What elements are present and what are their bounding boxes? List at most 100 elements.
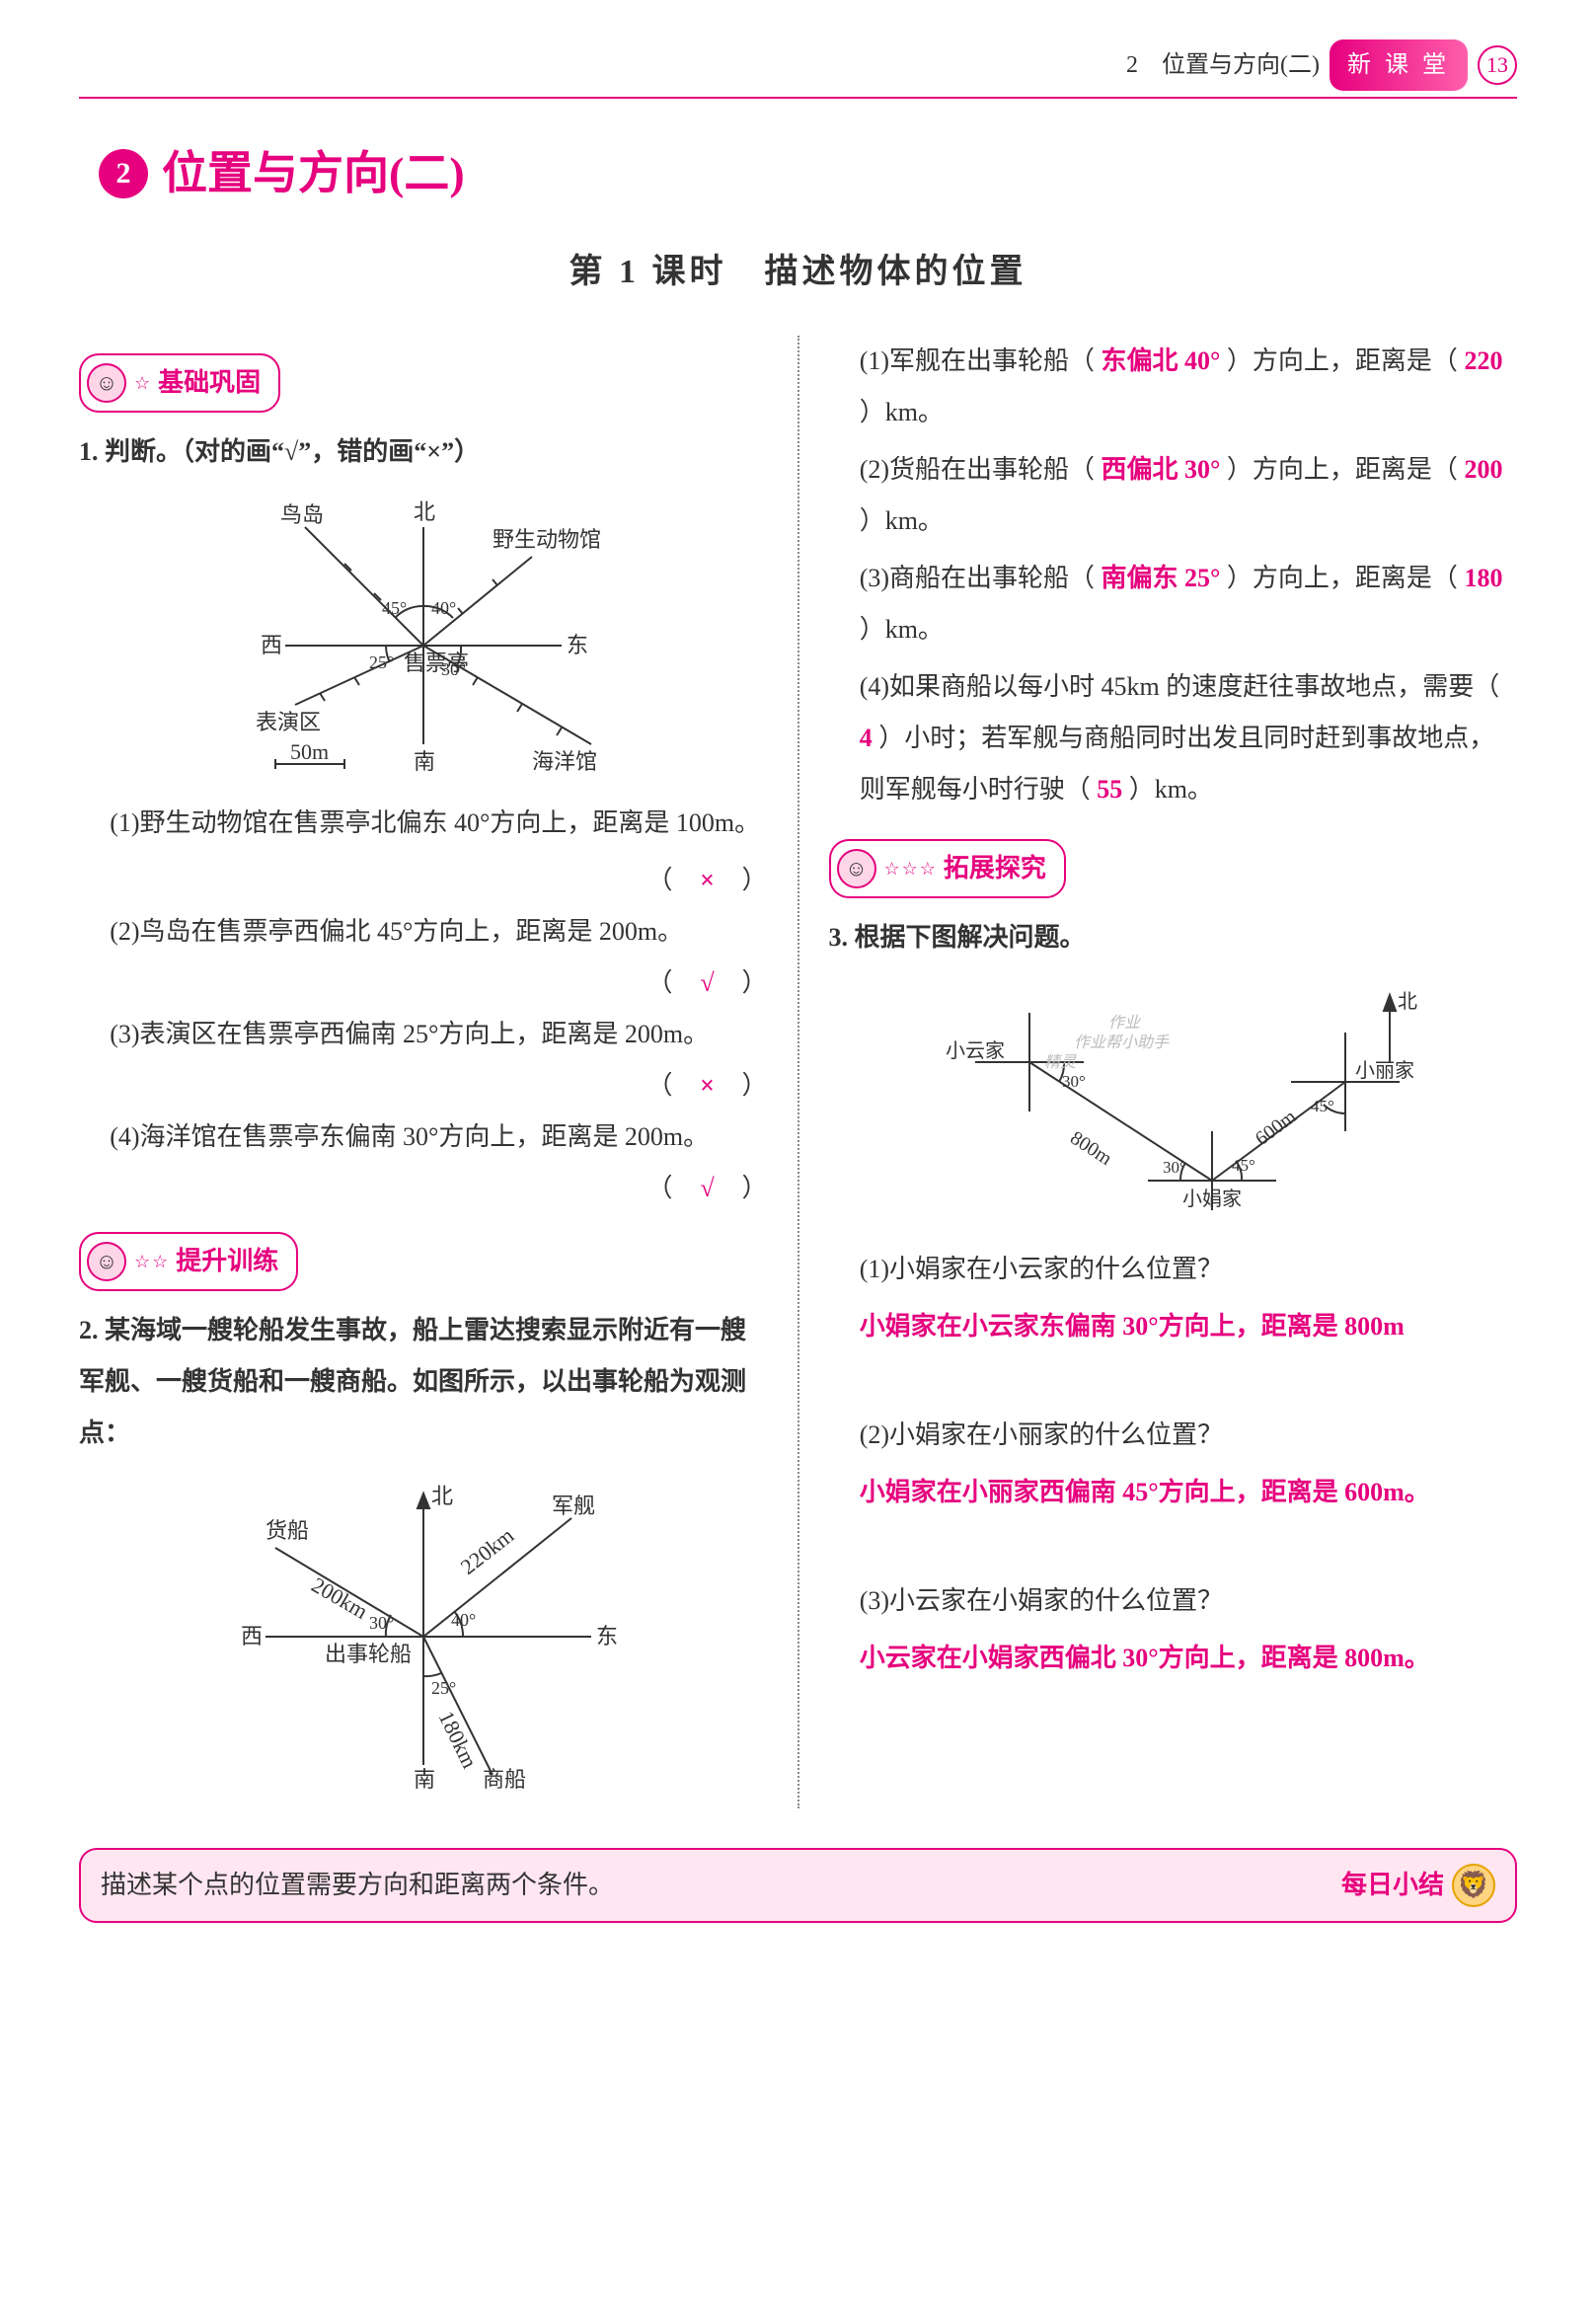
- two-column-layout: ☺ ☆ 基础巩固 1. 判断。（对的画“√”，错的画“×”）: [79, 336, 1517, 1808]
- svg-text:东: 东: [596, 1624, 618, 1648]
- q1-item-0-text: (1)野生动物馆在售票亭北偏东 40°方向上，距离是 100m。: [110, 798, 760, 849]
- svg-text:作业帮小助手: 作业帮小助手: [1074, 1034, 1170, 1051]
- svg-text:800m: 800m: [1067, 1127, 1117, 1171]
- svg-text:25°: 25°: [431, 1678, 456, 1698]
- svg-text:海洋馆: 海洋馆: [532, 749, 597, 774]
- q1-item-3-text: (4)海洋馆在售票亭东偏南 30°方向上，距离是 200m。: [110, 1122, 709, 1151]
- q3-part-0-a: 小娟家在小云家东偏南 30°方向上，距离是 800m: [860, 1301, 1517, 1352]
- svg-text:南: 南: [414, 749, 435, 774]
- svg-text:小云家: 小云家: [946, 1039, 1005, 1062]
- q2-p0-post: ）km。: [860, 398, 944, 426]
- section-basic: ☺ ☆ 基础巩固: [79, 353, 280, 413]
- svg-text:30°: 30°: [369, 1613, 394, 1633]
- svg-text:商船: 商船: [483, 1767, 526, 1792]
- daily-summary: 描述某个点的位置需要方向和距离两个条件。 每日小结 🦁: [79, 1848, 1517, 1923]
- column-divider: [798, 336, 799, 1808]
- q1-item-1-text: (2)鸟岛在售票亭西偏北 45°方向上，距离是 200m。: [110, 917, 683, 946]
- q2-stem: 2. 某海域一艘轮船发生事故，船上雷达搜索显示附近有一艘军舰、一艘货船和一艘商船…: [79, 1305, 768, 1459]
- chapter-number-icon: 2: [99, 149, 148, 198]
- svg-text:野生动物馆: 野生动物馆: [493, 527, 601, 552]
- svg-text:军舰: 军舰: [552, 1494, 595, 1518]
- svg-text:45°: 45°: [1311, 1097, 1334, 1115]
- breadcrumb: 2 位置与方向(二): [1126, 41, 1320, 89]
- q1-item-3: (4)海洋馆在售票亭东偏南 30°方向上，距离是 200m。: [79, 1112, 768, 1163]
- svg-text:鸟岛: 鸟岛: [280, 502, 324, 527]
- q2-p0-ans: 东偏北 40°: [1102, 346, 1221, 375]
- star-icon: ☆☆: [134, 1244, 170, 1279]
- svg-text:东: 东: [567, 633, 588, 657]
- svg-text:北: 北: [1398, 990, 1417, 1013]
- q3-part-0-q: (1)小娟家在小云家的什么位置？: [860, 1244, 1517, 1295]
- summary-tag: 每日小结 🦁: [1341, 1860, 1495, 1911]
- svg-text:30°: 30°: [1062, 1072, 1086, 1091]
- svg-text:600m: 600m: [1252, 1106, 1301, 1150]
- q2-part-3: (4)如果商船以每小时 45km 的速度赶往事故地点，需要（ 4 ）小时；若军舰…: [860, 661, 1517, 815]
- star-icon: ☆: [134, 365, 152, 401]
- q1-stem: 1. 判断。（对的画“√”，错的画“×”）: [79, 426, 768, 478]
- girl-icon: ☺: [87, 1242, 126, 1281]
- q1-item-0-mark: ×: [672, 855, 741, 906]
- q3-stem: 3. 根据下图解决问题。: [829, 912, 1518, 963]
- svg-text:表演区: 表演区: [256, 710, 321, 734]
- q2-diagram: 北 南 东 西 货船 军舰 商船 出事轮船 200km 220km 180km …: [79, 1469, 768, 1795]
- girl-icon: ☺: [837, 849, 876, 888]
- chapter-title: 2 位置与方向(二): [99, 128, 1517, 219]
- svg-text:北: 北: [414, 499, 435, 524]
- svg-text:200km: 200km: [307, 1572, 371, 1624]
- q3-part-2-a: 小云家在小娟家西偏北 30°方向上，距离是 800m。: [860, 1633, 1517, 1684]
- q1-diagram: 北 南 东 西 鸟岛 野生动物馆 表演区 海洋馆 售票亭 50m 45° 40°…: [79, 488, 768, 784]
- lesson-title: 第 1 课时 描述物体的位置: [79, 239, 1517, 306]
- q2-part-0: (1)军舰在出事轮船（ 东偏北 40° ）方向上，距离是（ 220 ）km。: [860, 336, 1517, 438]
- q2-p0-mid: ）方向上，距离是（: [1227, 346, 1458, 375]
- svg-text:西: 西: [261, 633, 282, 657]
- q1-item-2-mark: ×: [672, 1060, 741, 1112]
- q1-item-1-mark: √: [672, 958, 741, 1009]
- q2-part-2: (3)商船在出事轮船（ 南偏东 25° ）方向上，距离是（ 180 ）km。: [860, 553, 1517, 655]
- q1-item-2: (3)表演区在售票亭西偏南 25°方向上，距离是 200m。: [79, 1009, 768, 1060]
- q1-item-3-mark: √: [672, 1163, 741, 1214]
- svg-text:220km: 220km: [455, 1523, 518, 1579]
- q3-part-2-q: (3)小云家在小娟家的什么位置？: [860, 1575, 1517, 1627]
- svg-text:45°: 45°: [382, 598, 407, 618]
- svg-text:作业: 作业: [1108, 1014, 1142, 1032]
- svg-text:25°: 25°: [369, 652, 394, 672]
- q2-p0-pre: (1)军舰在出事轮船（: [860, 346, 1095, 375]
- lion-icon: 🦁: [1452, 1864, 1495, 1907]
- girl-icon: ☺: [87, 363, 126, 403]
- svg-text:货船: 货船: [266, 1518, 309, 1543]
- chapter-title-text: 位置与方向(二): [162, 128, 465, 219]
- section-improve: ☺ ☆☆ 提升训练: [79, 1232, 298, 1291]
- q1-item-1: (2)鸟岛在售票亭西偏北 45°方向上，距离是 200m。: [79, 906, 768, 958]
- page-number: 13: [1478, 45, 1517, 85]
- q2-part-1: (2)货船在出事轮船（ 西偏北 30° ）方向上，距离是（ 200 ）km。: [860, 444, 1517, 547]
- summary-text: 描述某个点的位置需要方向和距离两个条件。: [101, 1860, 614, 1911]
- section-extend: ☺ ☆☆☆ 拓展探究: [829, 839, 1066, 898]
- svg-text:40°: 40°: [451, 1610, 476, 1630]
- svg-text:南: 南: [414, 1767, 435, 1792]
- page-header: 2 位置与方向(二) 新 课 堂 13: [79, 39, 1517, 99]
- svg-text:30°: 30°: [441, 659, 466, 679]
- summary-tag-text: 每日小结: [1341, 1860, 1444, 1911]
- svg-text:精灵: 精灵: [1044, 1053, 1077, 1071]
- svg-text:西: 西: [241, 1624, 263, 1648]
- svg-text:北: 北: [431, 1484, 453, 1508]
- section-basic-label: 基础巩固: [158, 357, 261, 409]
- left-column: ☺ ☆ 基础巩固 1. 判断。（对的画“√”，错的画“×”）: [79, 336, 768, 1808]
- svg-text:45°: 45°: [1232, 1156, 1255, 1175]
- q3-part-1-q: (2)小娟家在小丽家的什么位置？: [860, 1410, 1517, 1461]
- svg-text:小娟家: 小娟家: [1182, 1188, 1242, 1210]
- q1-item-0: (1)野生动物馆在售票亭北偏东 40°方向上，距离是 100m。: [79, 798, 768, 855]
- section-extend-label: 拓展探究: [944, 843, 1046, 894]
- q3-part-1-a: 小娟家在小丽家西偏南 45°方向上，距离是 600m。: [860, 1467, 1517, 1518]
- q1-item-2-text: (3)表演区在售票亭西偏南 25°方向上，距离是 200m。: [110, 1020, 709, 1048]
- series-badge: 新 课 堂: [1330, 39, 1468, 91]
- svg-text:出事轮船: 出事轮船: [325, 1642, 412, 1666]
- svg-text:30°: 30°: [1163, 1158, 1186, 1177]
- star-icon: ☆☆☆: [884, 851, 938, 886]
- svg-text:50m: 50m: [290, 739, 329, 764]
- section-improve-label: 提升训练: [176, 1236, 278, 1287]
- q3-diagram: 北 小云家 小娟家 小丽家 800m 600m 30° 30° 45° 45° …: [829, 973, 1518, 1230]
- svg-text:40°: 40°: [431, 598, 456, 618]
- svg-text:小丽家: 小丽家: [1355, 1059, 1414, 1082]
- q2-p0-ans2: 220: [1464, 346, 1502, 375]
